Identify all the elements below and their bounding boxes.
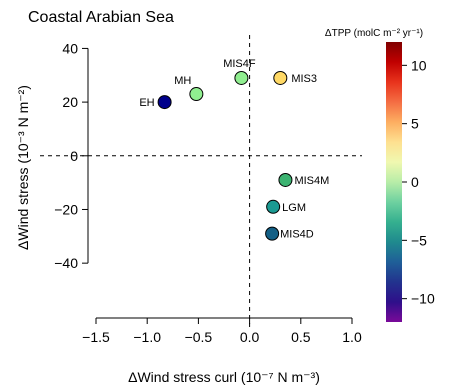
data-point-mis4d	[265, 226, 280, 241]
colorbar: ΔTPP (molC m⁻² yr⁻¹) 10 5 0 −5 −10	[325, 28, 435, 322]
colorbar-tick-label: −10	[411, 291, 435, 307]
point-label-mis4m: MIS4M	[294, 175, 329, 187]
y-tick-label: −20	[54, 201, 78, 217]
x-tick-label: −1.5	[82, 329, 110, 345]
colorbar-tick-label: 0	[411, 174, 419, 190]
point-label-lgm: LGM	[282, 202, 306, 214]
data-point-mis3	[273, 70, 288, 85]
x-tick-label: 1.0	[342, 329, 362, 345]
point-label-mis3: MIS3	[291, 73, 317, 85]
y-axis-label: ΔWind stress (10⁻³ N m⁻²)	[15, 85, 31, 250]
colorbar-gradient	[386, 42, 402, 322]
data-points: EH MH MIS4F MIS3 MIS4M LGM MIS4D	[139, 58, 329, 241]
reference-lines	[40, 35, 362, 330]
x-tick-label: 0.5	[291, 329, 311, 345]
point-label-mis4f: MIS4F	[223, 58, 256, 70]
x-axis-label: ΔWind stress curl (10⁻⁷ N m⁻³)	[128, 369, 320, 385]
colorbar-tick-label: 5	[411, 116, 419, 132]
colorbar-tick-label: 10	[411, 57, 427, 73]
x-tick-label: 0.0	[240, 329, 260, 345]
colorbar-title: ΔTPP (molC m⁻² yr⁻¹)	[325, 28, 423, 39]
data-point-mis4m	[278, 172, 293, 187]
data-point-lgm	[266, 199, 281, 214]
y-tick-label: 40	[62, 40, 78, 56]
point-label-mh: MH	[174, 75, 191, 87]
point-label-eh: EH	[139, 97, 154, 109]
data-point-eh	[157, 95, 172, 110]
data-point-mis4f	[234, 70, 249, 85]
chart-title: Coastal Arabian Sea	[28, 9, 174, 26]
y-tick-label: 20	[62, 94, 78, 110]
data-point-mh	[189, 87, 204, 102]
point-label-mis4d: MIS4D	[280, 229, 314, 241]
y-tick-label: −40	[54, 255, 78, 271]
colorbar-tick-label: −5	[411, 232, 427, 248]
x-tick-label: −0.5	[185, 329, 213, 345]
x-tick-label: −1.0	[133, 329, 161, 345]
